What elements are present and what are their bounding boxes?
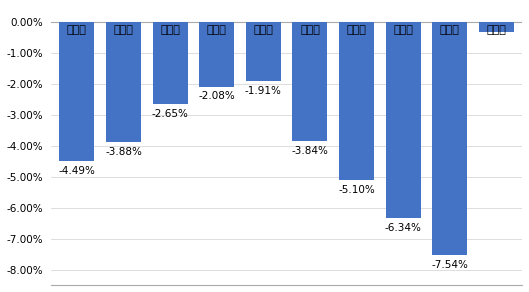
Bar bbox=[152, 22, 188, 104]
Bar bbox=[199, 22, 234, 87]
Text: -5.10%: -5.10% bbox=[338, 185, 375, 195]
Text: 第十个: 第十个 bbox=[487, 25, 506, 35]
Bar bbox=[293, 22, 327, 141]
Text: -3.84%: -3.84% bbox=[291, 146, 329, 156]
Text: -3.88%: -3.88% bbox=[105, 147, 142, 157]
Bar bbox=[432, 22, 467, 256]
Text: 第九个: 第九个 bbox=[440, 25, 460, 35]
Text: 第七个: 第七个 bbox=[346, 25, 367, 35]
Text: -2.08%: -2.08% bbox=[198, 91, 235, 101]
Text: 第六个: 第六个 bbox=[300, 25, 320, 35]
Text: 第四个: 第四个 bbox=[207, 25, 226, 35]
Bar bbox=[339, 22, 374, 180]
Text: 第一个: 第一个 bbox=[67, 25, 87, 35]
Text: -2.65%: -2.65% bbox=[152, 109, 188, 119]
Bar bbox=[106, 22, 141, 142]
Text: 第三个: 第三个 bbox=[160, 25, 180, 35]
Bar bbox=[386, 22, 421, 218]
Text: 第八个: 第八个 bbox=[393, 25, 413, 35]
Text: 第二个: 第二个 bbox=[114, 25, 133, 35]
Text: 第五个: 第五个 bbox=[253, 25, 273, 35]
Text: -1.91%: -1.91% bbox=[245, 86, 282, 96]
Bar bbox=[246, 22, 281, 81]
Text: -7.54%: -7.54% bbox=[431, 260, 468, 270]
Bar bbox=[479, 22, 514, 32]
Bar bbox=[59, 22, 94, 161]
Text: -4.49%: -4.49% bbox=[58, 166, 95, 176]
Text: -6.34%: -6.34% bbox=[385, 223, 422, 233]
